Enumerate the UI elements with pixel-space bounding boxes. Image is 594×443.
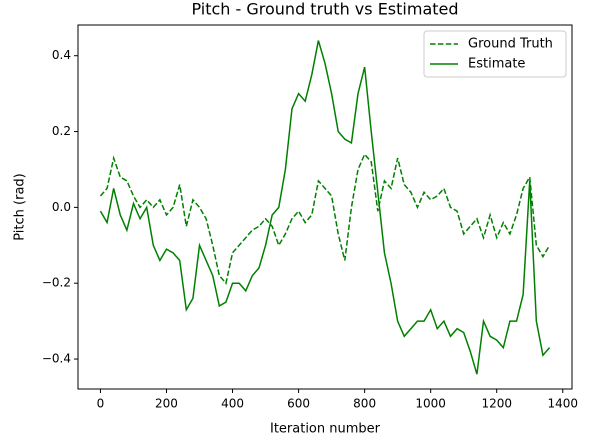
y-tick-label: 0.0 [52, 200, 71, 214]
x-tick-label: 400 [221, 397, 244, 411]
y-tick-label: −0.4 [42, 352, 71, 366]
y-tick-label: 0.2 [52, 124, 71, 138]
legend-box [423, 30, 567, 78]
x-tick-label: 1200 [481, 397, 512, 411]
x-axis-label: Iteration number [270, 422, 381, 437]
x-tick-label: 1400 [547, 397, 578, 411]
x-tick-label: 200 [155, 397, 178, 411]
line-series [99, 152, 551, 285]
x-tick-label: 800 [353, 397, 376, 411]
y-tick-label: −0.2 [42, 276, 71, 290]
legend-label: Estimate [468, 57, 525, 72]
legend-label: Ground Truth [468, 37, 553, 52]
x-tick-label: 0 [97, 397, 105, 411]
y-tick-label: 0.4 [52, 48, 71, 62]
x-tick-label: 600 [287, 397, 310, 411]
line-series [99, 40, 551, 375]
chart-title: Pitch - Ground truth vs Estimated [191, 0, 458, 19]
plot-frame [77, 24, 573, 390]
y-axis-label: Pitch (rad) [13, 173, 28, 241]
x-tick-label: 1000 [415, 397, 446, 411]
